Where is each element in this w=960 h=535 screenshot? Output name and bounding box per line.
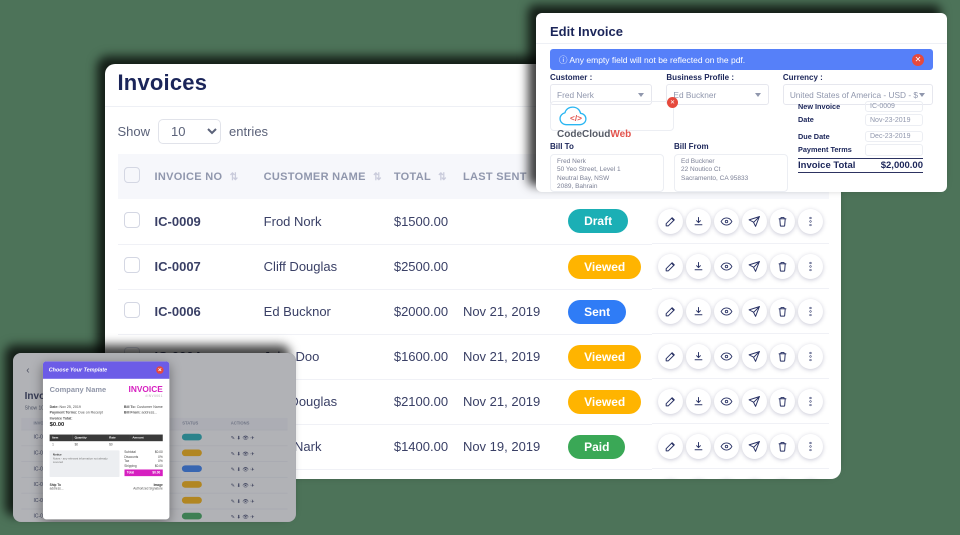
svg-text:</>: </> [570, 114, 582, 123]
